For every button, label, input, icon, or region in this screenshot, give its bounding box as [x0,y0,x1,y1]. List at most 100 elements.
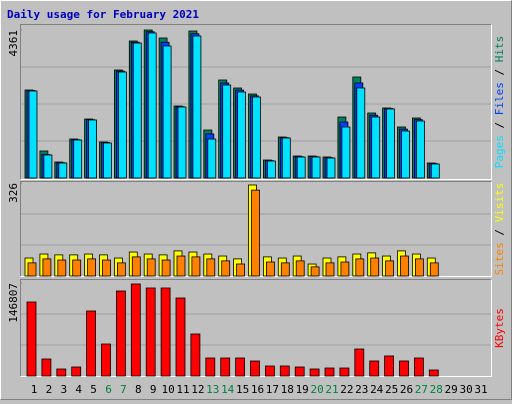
bar [371,116,381,179]
bar [102,259,111,277]
bar [220,357,231,377]
bar [176,255,186,277]
bar [206,258,216,277]
x-tick-label: 7 [120,383,127,396]
panel-border-dark [20,279,492,377]
bar [222,84,232,179]
bar [41,358,52,377]
bar [326,157,336,179]
legend-entry: Hits [493,36,506,63]
x-tick-label: 4 [75,383,82,396]
panel-border-dark [20,24,492,180]
x-tick-label: 19 [296,383,309,396]
legend-entry: Pages [493,135,506,168]
x-tick-label: 16 [251,383,264,396]
bar [309,368,320,377]
x-tick-label: 26 [400,383,413,396]
x-tick-label: 21 [325,383,338,396]
x-tick-label: 17 [266,383,279,396]
legend-separator: / [493,122,506,129]
bar [177,106,187,179]
bar [175,297,186,377]
legend-separator [493,222,506,229]
bar [191,256,201,277]
bar [354,348,365,377]
bar [73,139,83,179]
bar [237,91,247,179]
y-tick-label: 146807 [7,283,20,323]
x-tick-label: 2 [46,383,53,396]
bar [236,263,246,277]
bar [88,119,97,179]
x-tick-label: 22 [340,383,353,396]
bar [205,357,216,377]
bar [429,262,439,277]
bar [324,367,335,377]
bar [56,368,67,377]
bar [146,258,156,277]
bar [414,258,424,277]
bar [355,258,365,277]
legend-entry: KBytes [493,308,506,348]
x-tick-label: 24 [370,383,384,396]
bar [160,287,171,377]
bar [266,160,276,179]
x-tick-label: 11 [176,383,189,396]
x-tick-label: 3 [60,383,67,396]
legend: Sites / Visits [493,183,506,276]
x-tick-label: 12 [191,383,204,396]
bar [310,266,320,277]
legend: KBytes [493,308,506,348]
x-tick-label: 9 [150,383,157,396]
bar [86,310,96,377]
bar [192,35,202,179]
bar [281,137,291,179]
bar [264,365,275,377]
legend-entry: Sites [493,242,506,275]
bar [295,260,305,277]
x-tick-label: 28 [430,383,443,396]
bar [42,258,52,277]
bar [294,366,305,377]
bar [413,357,424,377]
bar [400,255,409,277]
bar [339,367,350,377]
legend-separator [493,236,506,243]
y-tick-label: 4361 [7,30,20,57]
bar [385,260,395,277]
bar [57,259,67,277]
bar [235,357,246,377]
x-tick-label: 10 [161,383,174,396]
bar [265,261,275,277]
x-tick-label: 8 [135,383,142,396]
bar [430,163,440,179]
bar [118,71,127,179]
bar [279,365,290,377]
x-tick-label: 27 [415,383,428,396]
bar [356,87,366,179]
bar [386,108,396,179]
bar [28,90,38,179]
bar [311,156,321,179]
bar [116,290,126,377]
bar [132,42,142,179]
x-tick-label: 15 [236,383,249,396]
bar [280,262,290,277]
legend-entry: Files [493,82,506,115]
x-tick-label: 29 [445,383,458,396]
legend-separator: / [493,229,506,236]
legend-separator [493,76,506,83]
x-tick-label: 25 [385,383,398,396]
bar [103,142,112,179]
bar [131,256,141,277]
x-tick-label: 5 [90,383,97,396]
bar [43,154,53,179]
x-tick-label: 13 [206,383,219,396]
bar [71,366,82,377]
x-tick-label: 30 [459,383,472,396]
x-tick-label: 14 [221,383,235,396]
bar [415,120,425,179]
panel-border-light [20,279,492,377]
x-tick-label: 6 [105,383,112,396]
